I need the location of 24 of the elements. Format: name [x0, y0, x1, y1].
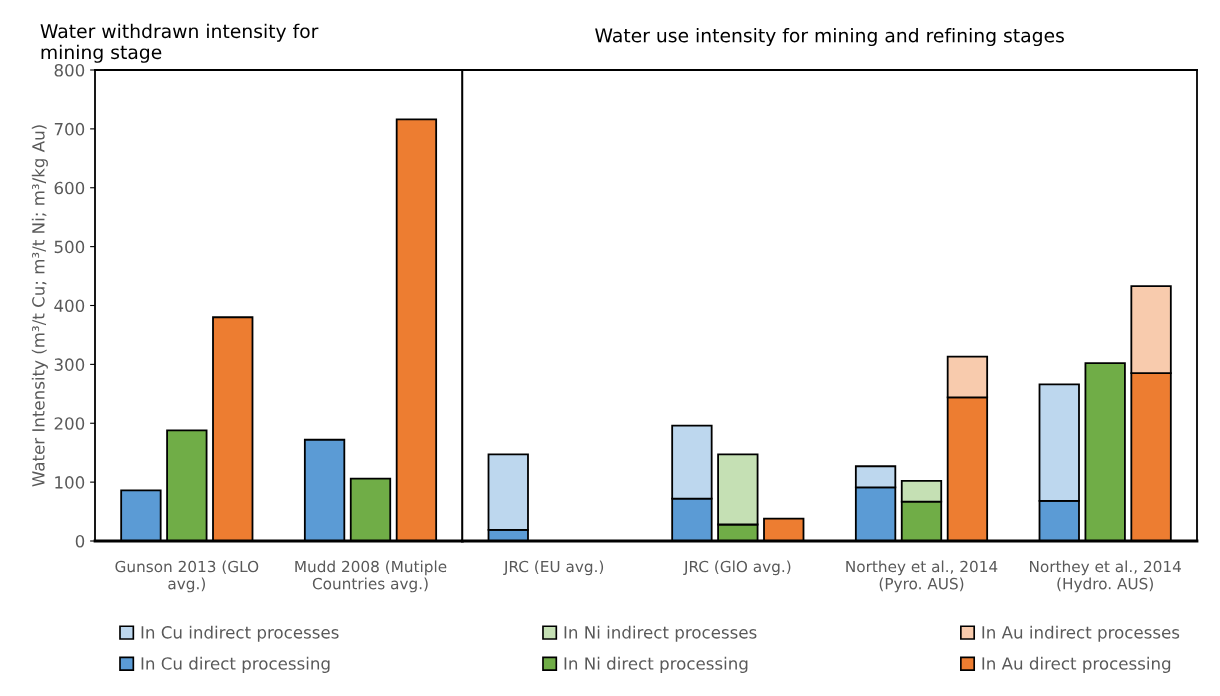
y-tick-label: 600	[54, 181, 85, 195]
x-tick-label: JRC (GlO avg.)	[683, 560, 791, 576]
x-tick-label: JRC (EU avg.)	[503, 560, 604, 576]
y-tick-label: 800	[54, 63, 85, 77]
x-tick-label: Northey et al., 2014 (Hydro. AUS)	[1030, 560, 1181, 593]
legend-label: In Ni indirect processes	[564, 625, 757, 642]
y-tick-label: 300	[54, 358, 85, 371]
x-tick-label: Gunson 2013 (GLO avg.)	[115, 560, 259, 593]
chart-title: Water use intensity for mining and refining stages	[595, 27, 1064, 47]
y-tick-label: 100	[55, 476, 85, 489]
x-tick-label: Northey et al., 2014 (Pyro. AUS)	[846, 560, 998, 593]
legend-label: In Au direct processing	[982, 656, 1171, 673]
y-tick-label: 700	[54, 122, 85, 136]
legend-label: In Cu indirect processes	[141, 625, 339, 642]
y-axis-title: Water Intensity (m³/t Cu; m³/t Ni; m³/kg Au)	[31, 125, 48, 487]
legend-label: In Au indirect processes	[982, 625, 1180, 642]
y-tick-label: 400	[54, 299, 85, 313]
x-tick-label: Mudd 2008 (Mutiple Countries avg.)	[295, 560, 447, 593]
y-tick-label: 500	[54, 240, 85, 254]
chart-title: Water withdrawn intensity for mining stage	[40, 23, 319, 63]
y-tick-label: 200	[54, 417, 85, 430]
legend-label: In Ni direct processing	[564, 656, 748, 673]
legend-label: In Cu direct processing	[141, 656, 330, 673]
y-tick-label: 0	[75, 534, 85, 548]
